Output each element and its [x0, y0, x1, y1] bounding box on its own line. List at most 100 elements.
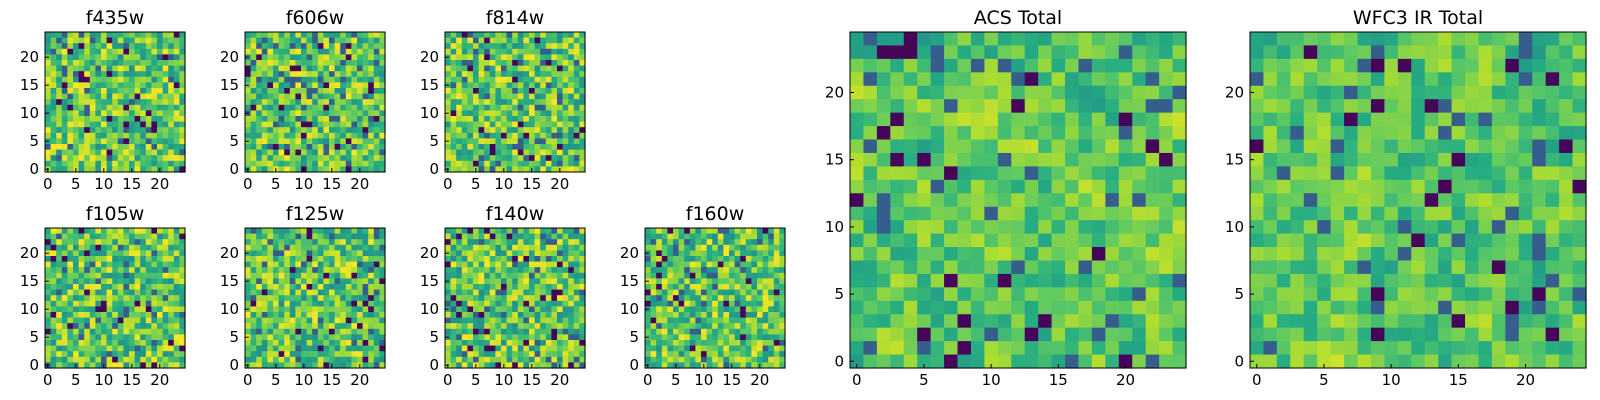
heatmap-cell [101, 340, 108, 347]
heatmap-cell [534, 356, 541, 363]
heatmap-cell [495, 32, 502, 39]
heatmap-cell [917, 45, 932, 60]
heatmap-cell [461, 48, 468, 55]
heatmap-cell [295, 289, 302, 296]
heatmap-cell [456, 306, 463, 313]
heatmap-cell [261, 43, 268, 50]
heatmap-cell [134, 149, 141, 156]
heatmap-cell [340, 116, 347, 123]
heatmap-cell [689, 272, 696, 279]
heatmap-cell [295, 155, 302, 162]
heatmap-cell [323, 317, 330, 324]
heatmap-cell [489, 127, 496, 134]
heatmap-cell [506, 76, 513, 83]
heatmap-cell [997, 85, 1012, 100]
heatmap-cell [95, 323, 102, 330]
heatmap-cell [362, 261, 369, 268]
heatmap-cell [373, 323, 380, 330]
heatmap-cell [278, 127, 285, 134]
heatmap-cell [351, 295, 358, 302]
heatmap-cell [301, 65, 308, 72]
heatmap-cell [106, 149, 113, 156]
heatmap-cell [757, 256, 764, 263]
heatmap-cell [373, 334, 380, 341]
heatmap-cell [145, 37, 152, 44]
heatmap-cell [545, 76, 552, 83]
heatmap-cell [351, 284, 358, 291]
heatmap-cell [340, 356, 347, 363]
heatmap-cell [1078, 58, 1093, 73]
heatmap-cell [984, 139, 999, 154]
heatmap-cell [273, 104, 280, 111]
heatmap-cell [997, 152, 1012, 167]
heatmap-cell [278, 340, 285, 347]
heatmap-cell [762, 345, 769, 352]
heatmap-cell [573, 323, 580, 330]
heatmap-cell [517, 256, 524, 263]
heatmap-cell [573, 278, 580, 285]
heatmap-cell [501, 144, 508, 151]
heatmap-cell [379, 233, 386, 240]
heatmap-cell [517, 54, 524, 61]
heatmap-cell [256, 37, 263, 44]
heatmap-cell [357, 356, 364, 363]
heatmap-cell [250, 300, 257, 307]
heatmap-cell [684, 306, 691, 313]
heatmap-cell [173, 362, 180, 369]
heatmap-cell [579, 160, 586, 167]
heatmap-cell [362, 71, 369, 78]
heatmap-cell [140, 160, 147, 167]
heatmap-cell [145, 121, 152, 128]
heatmap-cell [917, 300, 932, 315]
heatmap-cell [512, 127, 519, 134]
heatmap-cell [661, 328, 668, 335]
heatmap-cell [373, 239, 380, 246]
heatmap-cell [1051, 179, 1066, 194]
heatmap-cell [1024, 206, 1039, 221]
heatmap-cell [45, 284, 52, 291]
heatmap-cell [534, 121, 541, 128]
heatmap-cell [323, 65, 330, 72]
heatmap-cell [278, 323, 285, 330]
heatmap-cell [650, 306, 657, 313]
heatmap-cell [73, 104, 80, 111]
heatmap-cell [357, 278, 364, 285]
heatmap-cell [876, 152, 891, 167]
heatmap-cell [245, 233, 252, 240]
heatmap-cell [56, 362, 63, 369]
heatmap-cell [95, 312, 102, 319]
heatmap-cell [517, 328, 524, 335]
heatmap-cell [506, 99, 513, 106]
heatmap-cell [67, 272, 74, 279]
heatmap-cell [145, 284, 152, 291]
heatmap-cell [850, 139, 865, 154]
heatmap-cell [712, 328, 719, 335]
heatmap-cell [529, 256, 536, 263]
heatmap-cell [551, 278, 558, 285]
heatmap-cell [667, 244, 674, 251]
heatmap-cell [61, 306, 68, 313]
heatmap-cell [495, 43, 502, 50]
heatmap-cell [61, 351, 68, 358]
heatmap-cell [306, 88, 313, 95]
heatmap-cell [78, 284, 85, 291]
heatmap-cell [495, 267, 502, 274]
heatmap-cell [278, 82, 285, 89]
heatmap-cell [529, 110, 536, 117]
heatmap-cell [501, 132, 508, 139]
heatmap-cell [362, 244, 369, 251]
x-tick-label: 5 [471, 371, 481, 389]
heatmap-cell [250, 317, 257, 324]
heatmap-cell [573, 121, 580, 128]
heatmap-cell [284, 323, 291, 330]
heatmap-cell [917, 85, 932, 100]
heatmap-cell [323, 261, 330, 268]
heatmap-cell [779, 284, 786, 291]
heatmap-cell [450, 244, 457, 251]
heatmap-cell [261, 362, 268, 369]
heatmap-cell [162, 272, 169, 279]
heatmap-cell [295, 261, 302, 268]
heatmap-cell [506, 317, 513, 324]
heatmap-cell [112, 300, 119, 307]
heatmap-cell [473, 104, 480, 111]
